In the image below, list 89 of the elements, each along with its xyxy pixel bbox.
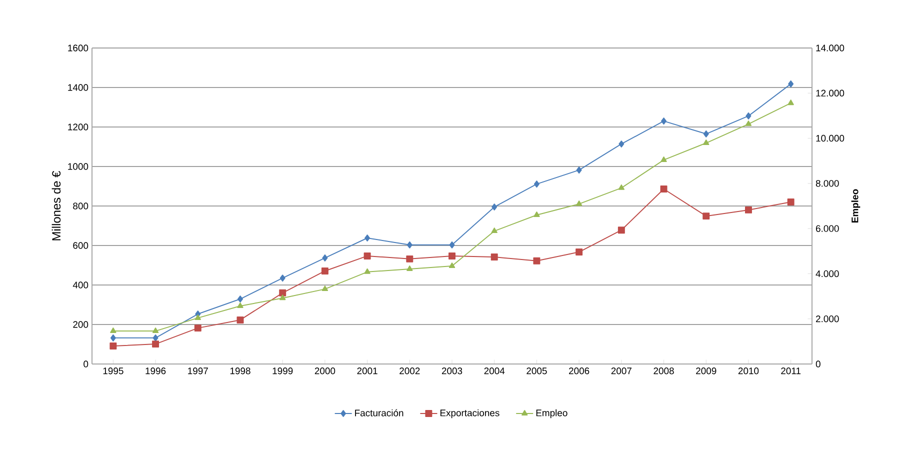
point	[237, 302, 244, 308]
x-tick-label: 1996	[146, 368, 166, 374]
point	[745, 120, 752, 126]
point	[322, 254, 328, 262]
y2-tick-label: 12.000	[816, 90, 844, 96]
y-tick-label: 0	[84, 360, 88, 368]
point	[618, 140, 624, 148]
y-tick-label: 1600	[68, 44, 88, 52]
point	[280, 274, 286, 282]
legend-label: Empleo	[536, 409, 568, 418]
point	[576, 200, 582, 206]
point	[788, 80, 794, 88]
point	[449, 241, 455, 248]
point	[152, 328, 159, 334]
y-tick-label: 1400	[68, 84, 88, 91]
point	[152, 334, 158, 342]
legend-label: Exportaciones	[440, 409, 500, 418]
point	[788, 100, 794, 106]
point	[787, 198, 794, 206]
y-tick-label: 1200	[68, 124, 88, 130]
point	[280, 294, 286, 300]
x-tick-label: 2002	[400, 368, 420, 374]
y2-tick-label: 8.000	[816, 180, 839, 187]
x-tick-label: 2006	[569, 368, 590, 374]
x-tick-label: 1997	[188, 368, 208, 374]
x-tick-label: 2005	[526, 368, 547, 374]
x-tick-label: 2004	[484, 368, 505, 374]
y2-tick-label: 4.000	[816, 270, 839, 278]
x-tick-label: 2003	[442, 368, 462, 374]
point	[448, 262, 456, 268]
x-tick-label: 2009	[696, 368, 716, 374]
point	[534, 212, 540, 218]
point	[491, 228, 498, 234]
x-tick-label: 2001	[357, 368, 378, 374]
legend-label: Facturación	[355, 409, 404, 416]
y-tick-label: 400	[72, 282, 88, 288]
point	[703, 130, 709, 138]
point	[364, 234, 370, 242]
point	[490, 253, 498, 260]
y-tick-label: 600	[73, 242, 88, 249]
point	[321, 267, 328, 274]
y2-tick-label: 6.000	[816, 225, 839, 232]
point	[448, 252, 456, 260]
point	[279, 289, 286, 296]
x-tick-label: 1995	[103, 368, 124, 374]
y-tick-label: 1000	[68, 163, 88, 170]
y2-tick-label: 0	[816, 360, 820, 368]
x-tick-label: 2007	[611, 368, 632, 374]
point	[744, 206, 752, 214]
point	[110, 328, 116, 334]
point	[576, 166, 582, 174]
y2-axis-title: Empleo	[851, 189, 860, 222]
point	[322, 286, 328, 292]
point	[618, 184, 625, 190]
y2-tick-label: 10.000	[816, 134, 844, 142]
x-tick-label: 2010	[738, 368, 759, 374]
point	[406, 241, 412, 248]
point	[703, 140, 710, 146]
point	[702, 212, 710, 220]
x-tick-label: 2000	[314, 368, 336, 374]
x-tick-label: 1998	[230, 368, 250, 374]
point	[576, 248, 583, 256]
point	[194, 314, 201, 320]
point	[492, 203, 498, 210]
point	[194, 324, 202, 332]
y2-tick-label: 2.000	[816, 316, 839, 322]
point	[364, 268, 370, 274]
point	[406, 255, 414, 262]
y-tick-label: 200	[73, 321, 88, 328]
y2-tick-label: 14.000	[816, 44, 844, 52]
point	[152, 340, 160, 348]
point	[618, 226, 625, 234]
point	[237, 296, 243, 303]
point	[660, 186, 668, 192]
x-tick-label: 1999	[272, 368, 293, 374]
point	[236, 316, 244, 324]
point	[661, 118, 667, 125]
point	[746, 112, 752, 120]
point	[110, 334, 116, 342]
y-axis-title: Millones de €	[52, 170, 61, 240]
point	[110, 342, 117, 350]
x-tick-label: 2008	[654, 368, 674, 374]
point	[406, 265, 413, 271]
point	[660, 156, 667, 162]
x-tick-label: 2011	[781, 368, 801, 374]
y-tick-label: 800	[73, 202, 88, 210]
point	[533, 257, 540, 264]
point	[534, 180, 540, 188]
point	[364, 252, 371, 260]
